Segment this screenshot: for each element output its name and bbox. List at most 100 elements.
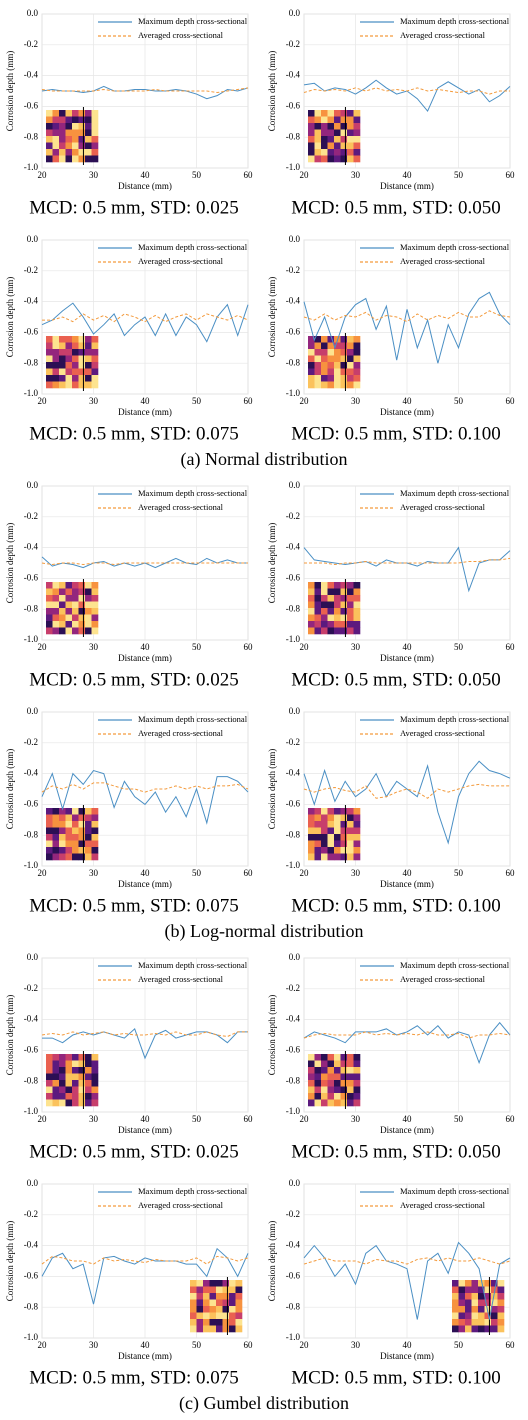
heatmap-cell bbox=[347, 621, 354, 628]
heatmap-cell bbox=[85, 1073, 92, 1081]
y-axis-label: Corrosion depth (mm) bbox=[5, 749, 15, 830]
heatmap-cell bbox=[52, 588, 60, 596]
y-tick-label: -0.2 bbox=[24, 737, 38, 747]
y-axis-label: Corrosion depth (mm) bbox=[267, 277, 277, 358]
y-axis-label: Corrosion depth (mm) bbox=[5, 1221, 15, 1302]
heatmap-cell bbox=[72, 368, 79, 376]
y-tick-label: -0.2 bbox=[286, 511, 300, 521]
heatmap-cell bbox=[334, 847, 341, 854]
heatmap-cell bbox=[327, 1073, 335, 1081]
heatmap-cell bbox=[52, 142, 60, 150]
x-axis-label: Distance (mm) bbox=[380, 1125, 434, 1135]
heatmap-cell bbox=[78, 116, 86, 124]
series-line bbox=[41, 87, 249, 94]
heatmap-cell bbox=[85, 808, 92, 815]
heatmap-cell bbox=[85, 627, 92, 635]
heatmap-cell bbox=[216, 1299, 223, 1307]
heatmap-cell bbox=[46, 827, 53, 835]
heatmap-cell bbox=[52, 1060, 60, 1068]
heatmap-cell bbox=[340, 110, 348, 117]
heatmap-cell bbox=[78, 847, 86, 854]
heatmap-cell bbox=[46, 588, 53, 596]
heatmap-cell bbox=[340, 608, 348, 615]
heatmap-cell bbox=[190, 1293, 197, 1300]
heatmap-cell bbox=[458, 1306, 466, 1313]
heatmap-cell bbox=[465, 1312, 472, 1320]
heatmap-cell bbox=[65, 1099, 73, 1107]
heatmap-cell bbox=[340, 588, 348, 596]
heatmap-cell bbox=[347, 608, 354, 615]
heatmap-cell bbox=[353, 368, 361, 376]
heatmap-cell bbox=[347, 375, 354, 382]
heatmap-cell bbox=[91, 375, 99, 382]
chart: -1.0 -0.8 -0.6 -0.4 -0.2 0.0 20 30 40 50 60 Distanc… bbox=[267, 8, 515, 218]
heatmap-cell bbox=[340, 149, 348, 156]
legend-label: Maximum depth cross-sectional bbox=[138, 960, 248, 970]
heatmap-cell bbox=[321, 155, 328, 163]
heatmap-cell bbox=[308, 621, 315, 628]
heatmap-cell bbox=[59, 582, 66, 589]
heatmap-cell bbox=[340, 601, 348, 609]
heatmap-cell bbox=[347, 595, 354, 602]
heatmap-cell bbox=[46, 142, 53, 150]
heatmap-cell bbox=[452, 1299, 459, 1307]
series-line bbox=[41, 1247, 249, 1305]
series-line bbox=[303, 291, 511, 364]
heatmap-cell bbox=[46, 381, 53, 389]
inset-heatmap bbox=[308, 333, 361, 391]
heatmap-cell bbox=[91, 349, 99, 356]
heatmap-cell bbox=[52, 129, 60, 137]
heatmap-cell bbox=[478, 1286, 485, 1294]
heatmap-cell bbox=[321, 582, 328, 589]
heatmap-cell bbox=[321, 149, 328, 156]
x-tick-label: 50 bbox=[192, 170, 202, 180]
heatmap-cell bbox=[52, 136, 60, 143]
heatmap-cell bbox=[334, 368, 341, 376]
y-tick-label: -1.0 bbox=[286, 162, 301, 172]
heatmap-cell bbox=[308, 368, 315, 376]
heatmap-cell bbox=[314, 1054, 322, 1061]
heatmap-cell bbox=[85, 834, 92, 841]
heatmap-cell bbox=[465, 1286, 472, 1294]
heatmap-cell bbox=[72, 621, 79, 628]
legend-label: Averaged cross-sectional bbox=[400, 502, 486, 512]
y-tick-label: -0.6 bbox=[24, 100, 39, 110]
heatmap-cell bbox=[78, 336, 86, 343]
heatmap-cell bbox=[65, 808, 73, 815]
panel-caption: MCD: 0.5 mm, STD: 0.050 bbox=[291, 1141, 501, 1162]
heatmap-cell bbox=[308, 1099, 315, 1107]
heatmap-cell bbox=[308, 840, 315, 848]
heatmap-cell bbox=[59, 149, 66, 156]
heatmap-cell bbox=[209, 1319, 217, 1326]
heatmap-cell bbox=[347, 1067, 354, 1074]
heatmap-cell bbox=[203, 1325, 210, 1333]
heatmap-cell bbox=[229, 1325, 236, 1333]
heatmap-cell bbox=[72, 116, 79, 124]
x-tick-label: 50 bbox=[454, 1340, 464, 1350]
heatmap-cell bbox=[497, 1299, 505, 1307]
series-line bbox=[41, 302, 249, 343]
heatmap-cell bbox=[91, 588, 99, 596]
heatmap-cell bbox=[452, 1312, 459, 1320]
heatmap-cell bbox=[347, 853, 354, 861]
heatmap-cell bbox=[334, 834, 341, 841]
heatmap-cell bbox=[308, 1080, 315, 1087]
heatmap-cell bbox=[321, 368, 328, 376]
heatmap-cell bbox=[78, 355, 86, 363]
heatmap-cell bbox=[314, 840, 322, 848]
heatmap-cell bbox=[78, 349, 86, 356]
heatmap-cell bbox=[72, 349, 79, 356]
panel-caption: MCD: 0.5 mm, STD: 0.100 bbox=[291, 895, 501, 916]
heatmap-cell bbox=[347, 827, 354, 835]
heatmap-cell bbox=[314, 1099, 322, 1107]
heatmap-cell bbox=[340, 1086, 348, 1094]
x-tick-label: 20 bbox=[300, 642, 310, 652]
heatmap-cell bbox=[353, 827, 361, 835]
y-tick-label: 0.0 bbox=[27, 1178, 39, 1188]
heatmap-cell bbox=[85, 588, 92, 596]
heatmap-cell bbox=[353, 142, 361, 150]
heatmap-cell bbox=[465, 1280, 472, 1287]
x-tick-label: 20 bbox=[300, 868, 310, 878]
heatmap-cell bbox=[471, 1280, 479, 1287]
heatmap-cell bbox=[321, 827, 328, 835]
